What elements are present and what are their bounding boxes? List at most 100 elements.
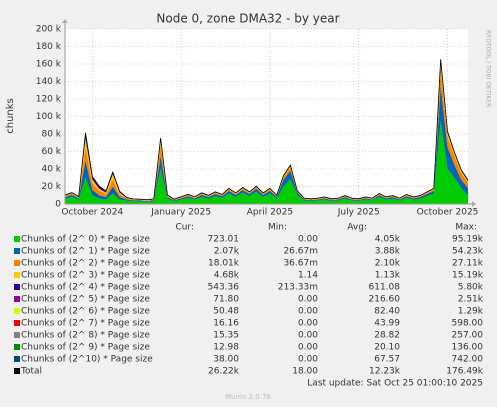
legend-stat: 136.00: [452, 343, 484, 353]
legend-label: Chunks of (2^ 4) * Page size: [21, 283, 150, 293]
legend-stat: 723.01: [208, 235, 240, 245]
y-tick-label: 140 k: [36, 77, 62, 87]
legend-stat: 257.00: [452, 331, 484, 341]
legend-label: Chunks of (2^ 9) * Page size: [21, 343, 150, 353]
legend-swatch: [14, 356, 20, 362]
legend-swatch: [14, 332, 20, 338]
legend-stat: 12.23k: [369, 367, 401, 377]
y-tick-label: 80 k: [41, 130, 61, 140]
y-tick-label: 160 k: [36, 60, 62, 70]
legend-swatch: [14, 236, 20, 242]
legend-stat: 4.05k: [375, 235, 401, 245]
legend-swatch: [14, 296, 20, 302]
legend-label: Chunks of (2^10) * Page size: [21, 355, 153, 365]
legend-stat: 2.07k: [214, 247, 240, 257]
legend-stat: 176.49k: [446, 367, 483, 377]
y-tick-label: 180 k: [36, 42, 62, 52]
legend-stat: 95.19k: [452, 235, 484, 245]
legend-stat: 20.10: [374, 343, 400, 353]
legend-swatch: [14, 344, 20, 350]
legend-swatch: [14, 368, 20, 374]
legend-stat: 16.16: [213, 319, 239, 329]
legend-label: Chunks of (2^ 2) * Page size: [21, 259, 150, 269]
legend-label: Chunks of (2^ 5) * Page size: [21, 295, 150, 305]
legend-stat: 598.00: [452, 319, 484, 329]
legend-swatch: [14, 260, 20, 266]
legend-stat: 82.40: [374, 307, 400, 317]
legend-swatch: [14, 284, 20, 290]
x-tick-label: October 2025: [417, 208, 479, 218]
legend-label: Chunks of (2^ 7) * Page size: [21, 319, 150, 329]
legend-stat: 54.23k: [452, 247, 484, 257]
legend-stat: 216.60: [369, 295, 401, 305]
legend-stat: 543.36: [208, 283, 240, 293]
legend-swatch: [14, 248, 20, 254]
legend-stat: 0.00: [298, 331, 318, 341]
x-tick-label: July 2025: [337, 208, 380, 218]
axis-arrow: [62, 19, 68, 23]
legend-stat: 0.00: [298, 355, 318, 365]
legend-header: Cur:: [175, 223, 194, 233]
y-axis-label: chunks: [5, 98, 16, 134]
legend-stat: 27.11k: [452, 259, 484, 269]
legend-stat: 36.67m: [283, 259, 318, 269]
y-tick-label: 20 k: [41, 182, 61, 192]
legend-swatch: [14, 272, 20, 278]
legend-stat: 1.13k: [375, 271, 401, 281]
legend-header: Min:: [268, 223, 287, 233]
legend-swatch: [14, 308, 20, 314]
legend-stat: 67.57: [374, 355, 400, 365]
y-tick-label: 40 k: [41, 165, 61, 175]
legend-stat: 26.67m: [283, 247, 318, 257]
legend-stat: 15.35: [213, 331, 239, 341]
y-tick-label: 120 k: [36, 95, 62, 105]
y-tick-label: 200 k: [36, 25, 62, 35]
legend-stat: 71.80: [213, 295, 239, 305]
footer: Munin 2.0.76: [225, 393, 271, 401]
y-tick-label: 60 k: [41, 147, 61, 157]
legend-label: Chunks of (2^ 8) * Page size: [21, 331, 150, 341]
side-label: RRDTOOL / TOBI OETIKER: [485, 30, 492, 107]
last-update: Last update: Sat Oct 25 01:00:10 2025: [307, 379, 483, 389]
legend-stat: 43.99: [374, 319, 400, 329]
x-tick-label: January 2025: [150, 208, 211, 218]
legend-header: Avg:: [347, 223, 367, 233]
legend-stat: 0.00: [298, 343, 318, 353]
legend-label: Chunks of (2^ 0) * Page size: [21, 235, 150, 245]
legend-label: Chunks of (2^ 1) * Page size: [21, 247, 150, 257]
legend-stat: 26.22k: [208, 367, 240, 377]
legend-stat: 213.33m: [278, 283, 318, 293]
legend-stat: 15.19k: [452, 271, 484, 281]
legend-stat: 4.68k: [214, 271, 240, 281]
legend-stat: 0.00: [298, 295, 318, 305]
legend-stat: 2.10k: [375, 259, 401, 269]
legend-stat: 742.00: [452, 355, 484, 365]
legend-stat: 3.88k: [375, 247, 401, 257]
legend-stat: 0.00: [298, 307, 318, 317]
x-tick-label: October 2024: [61, 208, 123, 218]
legend-stat: 1.29k: [458, 307, 484, 317]
legend-stat: 38.00: [213, 355, 239, 365]
legend-stat: 5.80k: [458, 283, 484, 293]
chart-title: Node 0, zone DMA32 - by year: [156, 12, 339, 26]
legend-stat: 1.14: [298, 271, 318, 281]
legend-stat: 611.08: [369, 283, 401, 293]
y-tick-label: 0: [55, 200, 61, 210]
legend-stat: 0.00: [298, 235, 318, 245]
legend-label: Chunks of (2^ 3) * Page size: [21, 271, 150, 281]
legend-label: Chunks of (2^ 6) * Page size: [21, 307, 150, 317]
total-line: [64, 59, 469, 200]
legend-stat: 28.82: [374, 331, 400, 341]
legend-stat: 0.00: [298, 319, 318, 329]
legend-swatch: [14, 320, 20, 326]
legend-stat: 18.00: [292, 367, 318, 377]
legend-label: Total: [20, 367, 42, 377]
y-tick-label: 100 k: [36, 112, 62, 122]
legend-header: Max:: [455, 223, 477, 233]
legend-stat: 12.98: [213, 343, 239, 353]
axis-arrow: [472, 201, 476, 207]
legend-stat: 50.48: [213, 307, 239, 317]
legend-stat: 2.51k: [458, 295, 484, 305]
